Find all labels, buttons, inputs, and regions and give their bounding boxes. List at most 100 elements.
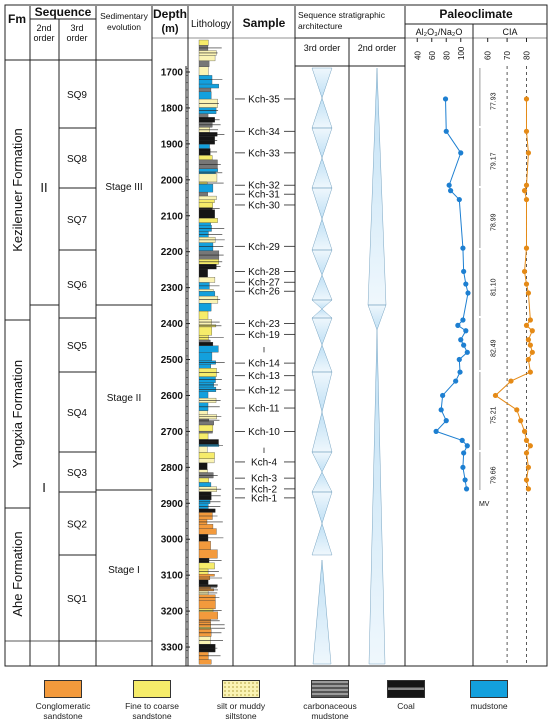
lithology-bed <box>198 469 208 473</box>
sample-label: Kch-30 <box>248 200 280 211</box>
third-order-falling-triangle <box>311 317 333 346</box>
depth-tick-label: 1800 <box>161 103 184 114</box>
cia-point <box>527 342 533 348</box>
cia-point <box>521 268 528 275</box>
sample-label: Kch-31 <box>248 190 280 201</box>
legend-item-siltstone: silt or muddy siltstone <box>198 676 284 721</box>
cia-point <box>523 128 530 134</box>
depth-tick-label: 2600 <box>161 391 184 402</box>
ratio-point <box>464 349 470 355</box>
header-cia: CIA <box>502 27 517 37</box>
cia-mv-label: MV <box>479 501 490 508</box>
sequence-sq7: SQ7 <box>67 215 87 226</box>
ratio-point <box>455 322 461 328</box>
third-order-falling-triangle <box>311 127 333 159</box>
lithology-bed <box>198 39 209 46</box>
lithology-bed <box>198 410 208 415</box>
depth-tick-label: 2800 <box>161 463 184 474</box>
legend-label-coal: Coal <box>397 701 415 711</box>
lithology-bed <box>198 173 218 183</box>
ratio-point <box>463 486 470 492</box>
depth-tick-label: 2700 <box>161 427 184 438</box>
lithology-bed <box>198 524 214 529</box>
lithology-bed <box>198 55 216 62</box>
ratio-point <box>463 328 469 334</box>
cia-point <box>527 369 533 375</box>
sample-label: Kch-3 <box>251 474 278 485</box>
sample-label: Kch-27 <box>248 278 280 289</box>
ratio-point <box>453 378 459 384</box>
header-lithology: Lithology <box>191 19 231 30</box>
cia-point <box>521 428 528 434</box>
stratigraphic-architecture <box>311 67 387 665</box>
stage-III: Stage III <box>105 182 142 193</box>
cia-point <box>523 96 530 102</box>
cia-point <box>492 392 499 399</box>
sample-label: Kch-28 <box>248 267 280 278</box>
cia-point <box>523 281 530 287</box>
carbonaceous-swatch <box>311 680 349 698</box>
second-order-column: II I <box>30 180 59 495</box>
lithology-bed <box>198 391 209 399</box>
cia-point <box>523 196 530 203</box>
header-ratio: Al₂O₃/Na₂O <box>416 27 463 37</box>
cia-mean-value: 78.99 <box>491 213 498 231</box>
lithology-bed <box>198 541 211 550</box>
depth-tick-label: 2400 <box>161 319 184 330</box>
cia-point <box>525 150 532 156</box>
lithology-bed <box>198 659 212 665</box>
cia-point <box>523 450 530 456</box>
stage-II: Stage II <box>107 393 141 404</box>
ratio-point <box>460 317 466 323</box>
cia-point <box>523 477 530 483</box>
ratio-plot: 40 60 80 100 <box>413 38 471 492</box>
lithology-column <box>198 39 225 665</box>
conglomerate-swatch <box>44 680 82 698</box>
sample-label: Kch-23 <box>248 319 280 330</box>
depth-tick-label: 2100 <box>161 211 184 222</box>
third-order-rising-triangle <box>311 522 333 556</box>
sequence-sq5: SQ5 <box>67 341 87 352</box>
lithology-bed <box>198 91 212 100</box>
cia-point <box>529 349 535 355</box>
third-order-falling-triangle <box>311 491 333 525</box>
third-order-rising-triangle <box>311 411 333 453</box>
depth-tick-label: 3300 <box>161 643 184 654</box>
ratio-point <box>443 128 449 134</box>
lithology-bed <box>198 458 215 464</box>
legend-label-sandstone-1: Fine to coarse <box>125 701 179 711</box>
sample-label: Kch-12 <box>248 386 280 397</box>
lithology-bed <box>198 345 219 353</box>
legend-label-siltstone-2: siltstone <box>225 711 257 721</box>
formation-column: Kezilenuer Formation Yangxia Formation A… <box>5 128 30 617</box>
ratio-point <box>461 268 467 275</box>
ratio-point <box>456 356 462 363</box>
second-order-I: I <box>42 480 46 495</box>
cia-point <box>523 322 530 328</box>
lithology-bed <box>198 482 212 487</box>
cia-point <box>518 418 524 424</box>
cia-point <box>525 290 532 296</box>
ratio-point <box>464 443 470 449</box>
third-order-falling-triangle <box>311 451 333 473</box>
header-sedimentary-2: evolution <box>107 22 141 32</box>
ratio-point <box>462 477 468 483</box>
cia-point <box>525 486 532 492</box>
lithology-bed <box>198 60 210 67</box>
third-order-sequences: SQ9 SQ8 SQ7 SQ6 SQ5 SQ4 SQ3 SQ2 SQ1 <box>59 59 96 642</box>
lithology-bed <box>198 462 208 470</box>
header-fm: Fm <box>8 12 26 26</box>
ratio-point <box>459 437 465 443</box>
ratio-point <box>443 418 449 424</box>
coal-swatch <box>387 680 425 698</box>
sample-label: Kch-33 <box>248 148 280 159</box>
cia-tick-label: 70 <box>503 51 512 60</box>
siltstone-swatch <box>222 680 260 698</box>
lithology-bed <box>198 364 212 369</box>
sample-label: Kch-35 <box>248 94 280 105</box>
header-strat-2: architecture <box>298 21 343 31</box>
lithology-bed <box>198 268 208 278</box>
lithology-bed <box>198 209 215 219</box>
lithology-bed <box>198 611 218 620</box>
lithology-bed <box>198 222 211 226</box>
